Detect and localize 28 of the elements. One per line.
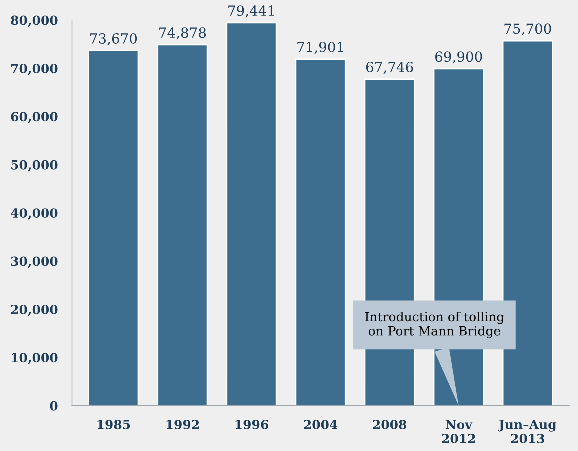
x-tick-label: 2008: [373, 420, 407, 430]
x-tick-label: 1985: [98, 420, 130, 430]
y-tick-label: 70,000: [12, 64, 58, 76]
bar: [88, 50, 140, 406]
x-tick-label: 1992: [166, 420, 199, 430]
y-tick-label: 50,000: [12, 160, 58, 172]
data-label: 79,441: [228, 6, 274, 18]
x-tick-label: Nov 2012: [442, 420, 476, 444]
y-tick-label: 40,000: [11, 208, 58, 220]
y-tick-label: 10,000: [12, 353, 58, 365]
y-tick-label: 30,000: [11, 256, 58, 268]
annotation: Introduction of tolling on Port Mann Bridge: [365, 312, 504, 338]
data-label: 74,878: [160, 28, 206, 40]
data-label: 71,901: [298, 42, 344, 54]
x-tick-label: 2004: [304, 420, 338, 430]
data-label: 75,700: [504, 24, 552, 36]
x-tick-label: 1996: [236, 420, 268, 430]
y-tick-label: 20,000: [11, 304, 58, 316]
bar: [226, 22, 278, 406]
data-label: 67,746: [366, 62, 414, 74]
y-tick-label: 80,000: [11, 16, 58, 28]
data-label: 73,670: [90, 33, 138, 46]
y-tick-label: 60,000: [11, 112, 58, 124]
bar: [295, 58, 346, 406]
data-label: 69,900: [436, 52, 482, 64]
x-tick-label: Jun–Aug 2013: [498, 420, 557, 444]
y-tick-label: 0: [50, 401, 58, 411]
bar: [157, 44, 208, 406]
